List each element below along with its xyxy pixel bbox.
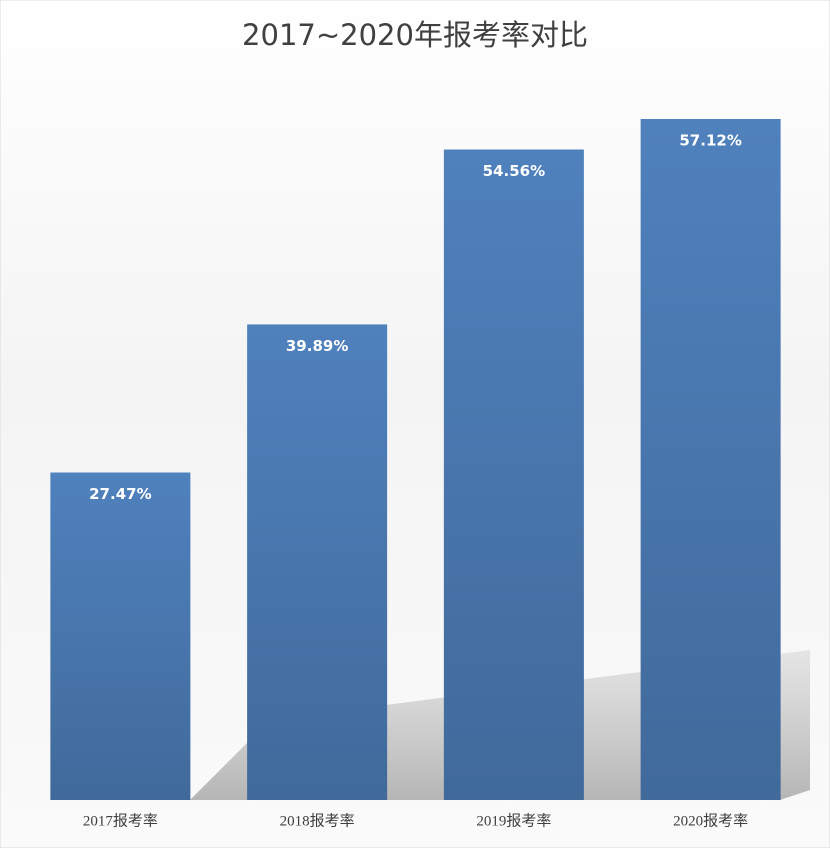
bar-shade bbox=[50, 472, 191, 800]
value-label: 27.47% bbox=[89, 485, 151, 503]
value-label: 57.12% bbox=[679, 132, 741, 150]
x-tick-label: 2019报考率 bbox=[476, 812, 551, 829]
x-tick-label: 2017报考率 bbox=[83, 812, 158, 829]
bar-shade bbox=[247, 324, 388, 800]
value-label: 39.89% bbox=[286, 337, 348, 355]
x-tick-label: 2018报考率 bbox=[280, 812, 355, 829]
bar-shade bbox=[443, 149, 584, 801]
value-label: 54.56% bbox=[483, 162, 545, 180]
x-tick-label: 2020报考率 bbox=[673, 812, 748, 829]
bar-shade bbox=[640, 119, 781, 800]
chart-title: 2017~2020年报考率对比 bbox=[242, 18, 588, 52]
